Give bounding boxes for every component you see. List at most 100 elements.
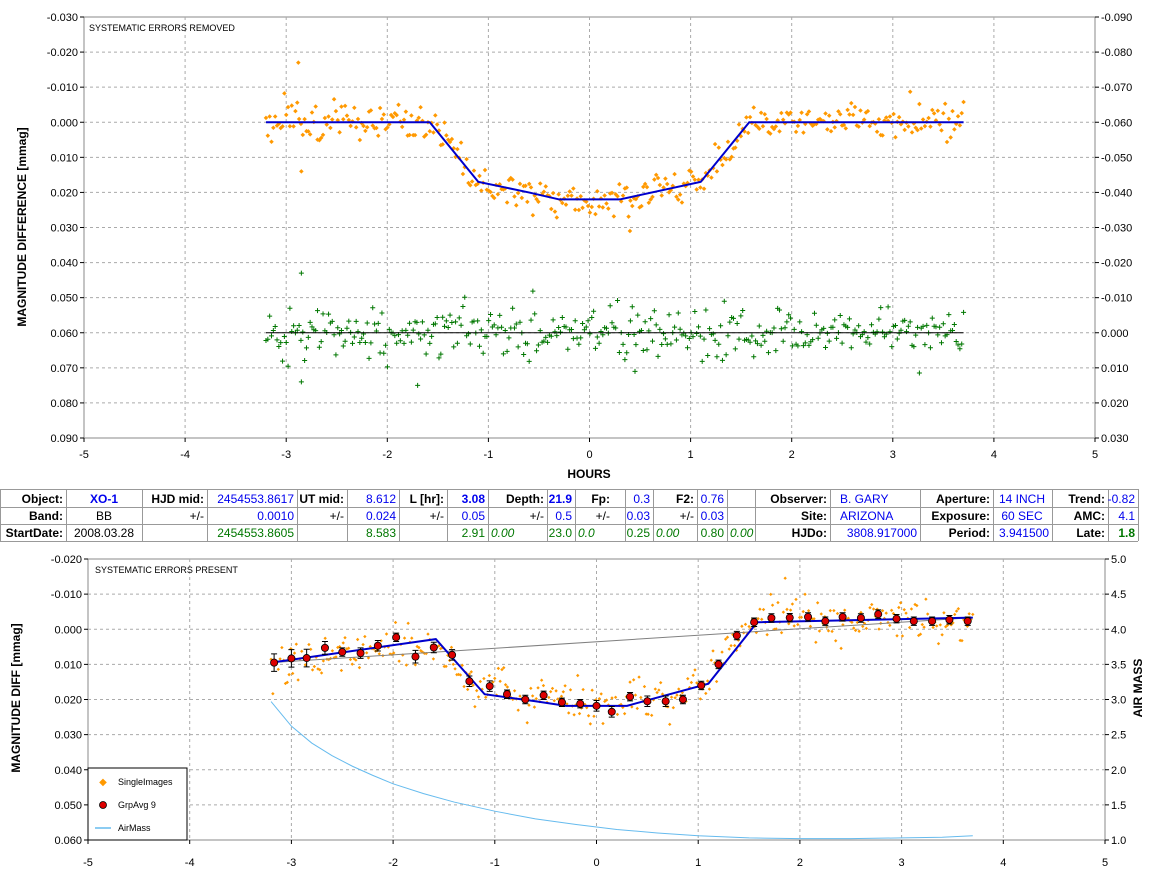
check-point — [714, 354, 720, 360]
y-tick-label: -0.010 — [51, 589, 82, 601]
group-average-point — [521, 695, 530, 704]
x-tick-label: -4 — [185, 857, 195, 869]
check-point — [272, 324, 278, 330]
check-point — [443, 318, 449, 324]
depth-start-value-2: 0.0 — [578, 526, 595, 540]
single-image-point — [898, 601, 903, 605]
y2-tick-label: -0.060 — [1101, 117, 1132, 129]
group-average-point — [607, 707, 616, 716]
group-average-point — [874, 610, 883, 619]
check-point — [342, 338, 348, 344]
single-image-point — [720, 650, 724, 654]
check-point — [902, 317, 908, 323]
group-average-point — [626, 692, 635, 701]
check-point — [799, 329, 805, 335]
group-average-point — [429, 643, 438, 652]
depth-value: 21.9 — [549, 492, 573, 506]
l-start-value-2: 0.00 — [491, 526, 515, 540]
single-image-point — [723, 637, 728, 641]
target-point — [357, 137, 363, 143]
check-point — [298, 379, 304, 385]
check-point — [732, 346, 738, 352]
check-point — [434, 314, 440, 320]
single-image-point — [518, 694, 522, 698]
check-point — [274, 337, 280, 343]
check-point — [878, 305, 884, 311]
check-point — [684, 345, 690, 351]
single-image-point — [830, 629, 834, 634]
single-image-point — [788, 608, 793, 612]
check-point — [907, 319, 913, 325]
target-point — [320, 132, 326, 138]
single-image-point — [925, 612, 930, 616]
check-point — [300, 329, 306, 335]
check-point — [414, 319, 420, 325]
check-point — [309, 324, 315, 330]
check-point — [686, 335, 692, 341]
bottom-chart-note: SYSTEMATIC ERRORS PRESENT — [95, 565, 238, 575]
check-point — [946, 312, 952, 318]
check-point — [517, 319, 523, 325]
check-point — [337, 331, 343, 337]
y2-tick-label: 2.5 — [1111, 730, 1126, 742]
check-point — [294, 327, 300, 333]
single-image-point — [781, 610, 786, 614]
x-tick-label: -1 — [484, 449, 494, 461]
check-point — [778, 326, 784, 332]
single-image-point — [740, 624, 744, 628]
check-point — [865, 335, 871, 341]
single-image-point — [334, 655, 338, 659]
check-point — [657, 326, 663, 332]
bottom-y2-axis-title: AIR MASS — [1131, 659, 1145, 718]
check-point — [499, 324, 505, 330]
check-point — [675, 310, 681, 316]
check-point — [791, 326, 797, 332]
y-tick-label: 0.040 — [54, 765, 82, 777]
target-point — [469, 179, 475, 184]
check-point — [666, 312, 672, 318]
check-point — [747, 339, 753, 345]
y-tick-label: 0.090 — [50, 433, 78, 445]
bottom-airmass-line — [270, 701, 973, 840]
top-y-axis-ticks: -0.030 -0.020 -0.010 0.000 0.010 0.020 0.030 0.… — [47, 12, 84, 445]
y-tick-label: 0.020 — [50, 187, 78, 199]
single-image-point — [530, 694, 535, 698]
check-point — [837, 313, 843, 319]
single-image-point — [677, 687, 681, 691]
f2-start-value-2: 0.00 — [730, 526, 754, 540]
check-point — [456, 315, 462, 321]
single-image-point — [765, 633, 769, 637]
single-image-point — [897, 605, 901, 610]
check-point — [683, 333, 689, 339]
single-image-point — [857, 629, 861, 633]
check-point — [375, 320, 381, 326]
y-tick-label: 0.050 — [54, 800, 82, 812]
check-point — [832, 317, 838, 323]
legend-single-marker: ◆ — [99, 777, 107, 788]
target-point — [468, 182, 473, 188]
single-image-point — [550, 686, 555, 691]
single-image-point — [769, 592, 773, 597]
single-image-point — [487, 673, 492, 678]
x-tick-label: 4 — [991, 449, 997, 461]
single-image-point — [900, 634, 905, 638]
single-image-point — [635, 706, 639, 711]
single-image-point — [512, 689, 517, 693]
single-image-point — [482, 676, 486, 681]
check-point — [710, 331, 716, 337]
check-point — [777, 307, 783, 313]
single-image-point — [693, 668, 697, 672]
group-average-point — [576, 699, 585, 708]
x-tick-label: -3 — [287, 857, 297, 869]
check-point — [359, 335, 365, 341]
single-image-point — [379, 639, 383, 643]
check-point — [528, 317, 534, 323]
single-image-point — [812, 617, 816, 621]
check-point — [644, 347, 650, 353]
group-average-point — [557, 698, 566, 707]
check-point — [780, 338, 786, 344]
check-point — [287, 305, 293, 311]
amc-label: AMC: — [1074, 509, 1105, 523]
check-point — [265, 336, 271, 342]
single-image-point — [826, 629, 831, 633]
